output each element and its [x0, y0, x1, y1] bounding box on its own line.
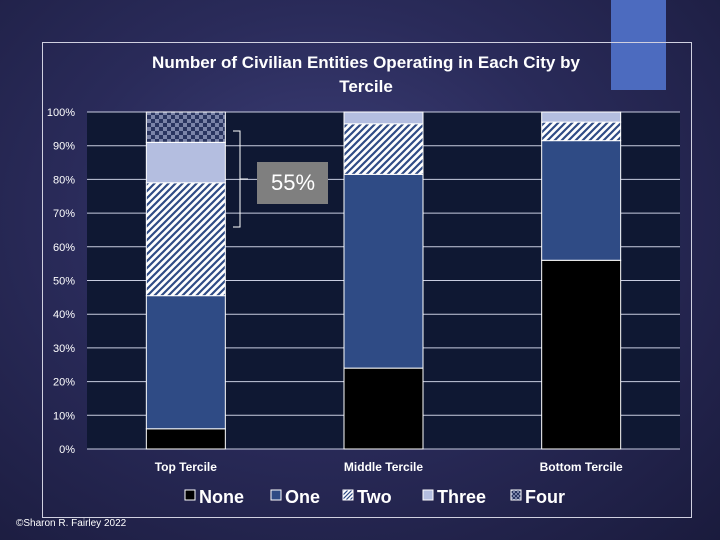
- y-tick-label: 100%: [47, 107, 75, 119]
- y-axis-labels: 0% 10% 20% 30% 40% 50% 60% 70% 80% 90% 100%: [47, 107, 75, 456]
- callout-box: [257, 162, 328, 204]
- x-tick-label: Middle Tercile: [344, 460, 423, 474]
- y-tick-label: 90%: [53, 141, 75, 153]
- x-axis-labels: Top Tercile Middle Tercile Bottom Tercile: [155, 460, 623, 474]
- y-tick-label: 60%: [53, 242, 75, 254]
- y-tick-label: 10%: [53, 410, 75, 422]
- callout-text: 55%: [271, 170, 315, 195]
- bar-segment-three: [145, 141, 226, 184]
- legend-swatch-four: [510, 489, 522, 501]
- accent-rectangle: [611, 0, 666, 90]
- x-tick-label: Top Tercile: [155, 460, 218, 474]
- chart-frame: Number of Civilian Entities Operating in…: [42, 42, 692, 518]
- x-tick-label: Bottom Tercile: [540, 460, 623, 474]
- legend-label-three: Three: [437, 487, 486, 507]
- copyright-credit: ©Sharon R. Fairley 2022: [16, 518, 127, 529]
- legend-label-two: Two: [357, 487, 392, 507]
- bar-segment-four: [145, 111, 226, 143]
- bar-segment-three: [541, 111, 622, 123]
- legend: None One Two Three Four: [184, 487, 565, 507]
- bar-segment-one: [343, 173, 424, 369]
- legend-label-one: One: [285, 487, 320, 507]
- chart-title-line-2: Tercile: [339, 77, 393, 96]
- bar-segment-one: [145, 295, 226, 430]
- legend-swatch-one: [270, 489, 282, 501]
- legend-swatch-none: [184, 489, 196, 501]
- bar-segment-three: [343, 111, 424, 125]
- bar-segment-two: [343, 123, 424, 175]
- bar-segment-none: [541, 259, 622, 450]
- bar-segment-two: [145, 182, 226, 297]
- y-tick-label: 30%: [53, 343, 75, 355]
- y-tick-label: 20%: [53, 377, 75, 389]
- bar-segment-one: [541, 140, 622, 261]
- y-tick-label: 0%: [59, 444, 75, 456]
- chart-title-line-1: Number of Civilian Entities Operating in…: [152, 53, 580, 72]
- chart: Number of Civilian Entities Operating in…: [47, 53, 680, 507]
- bars: [145, 111, 622, 450]
- legend-swatch-two: [342, 489, 354, 501]
- y-tick-label: 50%: [53, 276, 75, 288]
- y-tick-label: 40%: [53, 309, 75, 321]
- legend-label-four: Four: [525, 487, 565, 507]
- bar-segment-none: [145, 428, 226, 450]
- legend-swatch-three: [422, 489, 434, 501]
- y-tick-label: 80%: [53, 174, 75, 186]
- legend-label-none: None: [199, 487, 244, 507]
- bracket-annotation: [233, 130, 248, 228]
- bar-segment-two: [541, 121, 622, 142]
- bar-segment-none: [343, 367, 424, 450]
- y-tick-label: 70%: [53, 208, 75, 220]
